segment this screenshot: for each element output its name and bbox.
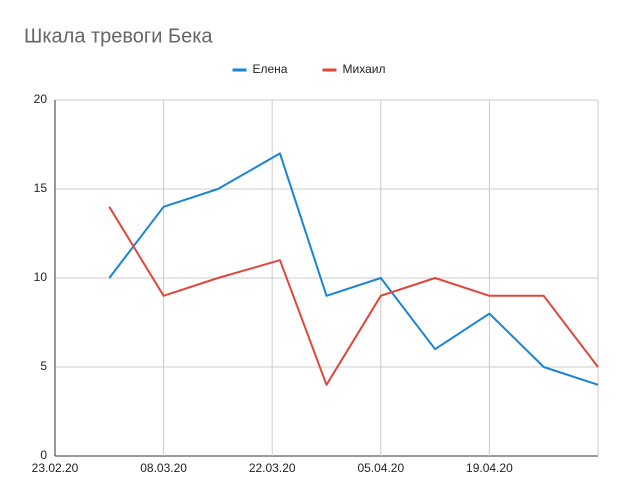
series-line	[108, 206, 599, 386]
x-tick-label: 05.04.20	[357, 461, 404, 475]
y-tick-label: 20	[34, 92, 48, 106]
chart-title: Шкала тревоги Бека	[24, 25, 213, 47]
x-tick-label: 23.02.20	[32, 461, 79, 475]
y-tick-label: 0	[40, 448, 47, 462]
x-tick-label: 08.03.20	[140, 461, 187, 475]
x-tick-label: 22.03.20	[249, 461, 296, 475]
x-tick-label: 19.04.20	[466, 461, 513, 475]
y-tick-label: 10	[34, 270, 48, 284]
legend-label: Елена	[253, 62, 288, 76]
legend-label: Михаил	[343, 62, 386, 76]
y-tick-label: 15	[34, 181, 48, 195]
y-tick-label: 5	[40, 359, 47, 373]
series-line	[108, 152, 599, 386]
